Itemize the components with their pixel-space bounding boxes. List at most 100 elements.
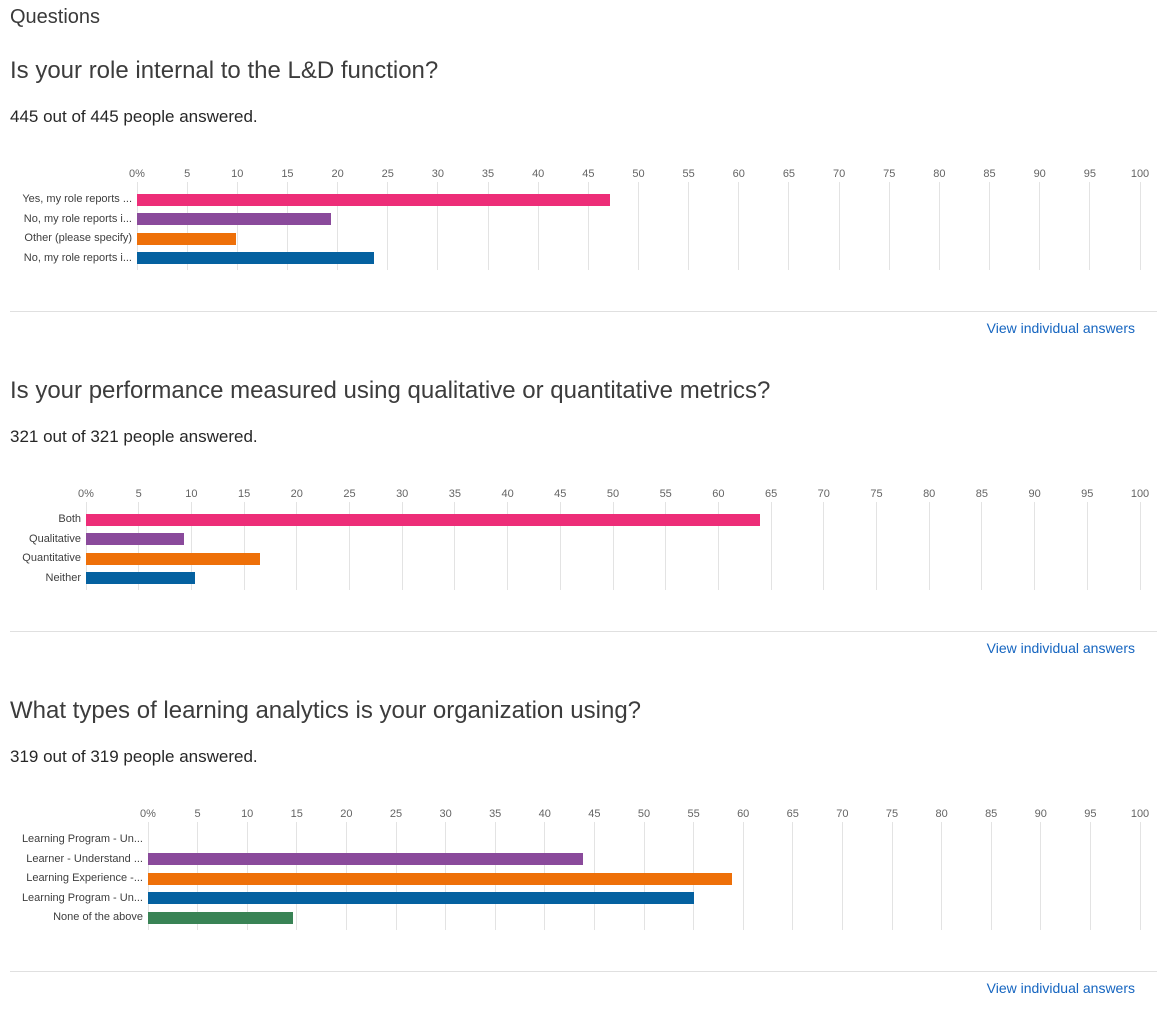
bar-row — [148, 908, 1140, 928]
question-title: Is your performance measured using quali… — [10, 377, 771, 404]
plot-grid — [85, 502, 1141, 590]
gridline — [717, 502, 719, 590]
gridline — [838, 182, 840, 270]
category-label: Learner - Understand ... — [26, 852, 143, 865]
x-axis-tick-label: 25 — [389, 808, 403, 820]
bar — [148, 892, 694, 905]
x-axis-tick-label: 80 — [933, 168, 946, 180]
link-row: View individual answers — [10, 632, 1157, 658]
x-axis-tick-label: 5 — [135, 488, 142, 500]
gridline — [1139, 822, 1141, 930]
gridline — [401, 502, 403, 590]
question-section-1: Is your role internal to the L&D functio… — [10, 56, 1157, 338]
plot-area: 0% 5 10 15 20 25 30 35 40 45 50 55 60 65 70 75 80 85 90 95 1… — [78, 488, 1149, 590]
link-row: View individual answers — [10, 972, 1157, 998]
gridline — [990, 822, 992, 930]
plot-area: 0% 5 10 15 20 25 30 35 40 45 50 55 60 65 70 75 80 85 90 95 1… — [129, 168, 1149, 270]
x-axis-tick-label: 35 — [481, 168, 495, 180]
x-axis-tick-label: 95 — [1083, 168, 1096, 180]
gridline — [349, 502, 350, 590]
bar-row — [86, 569, 1140, 589]
x-axis-tick-label: 55 — [682, 168, 695, 180]
plot-area: 0% 5 10 15 20 25 30 35 40 45 50 55 60 65 70 75 80 85 90 95 1… — [140, 808, 1149, 930]
x-axis-tick-label: 10 — [231, 168, 244, 180]
category-labels: Yes, my role reports ... No, my role repo… — [10, 168, 137, 270]
answered-count: 321 out of 321 people answered. — [10, 427, 258, 446]
section-divider — [10, 631, 1157, 632]
x-axis-tick-label: 25 — [343, 488, 356, 500]
gridline — [738, 182, 740, 270]
x-axis-tick-label: 35 — [489, 808, 502, 820]
gridline — [841, 822, 843, 930]
bar — [148, 853, 584, 866]
section-divider — [10, 970, 1157, 972]
x-axis-tick-label: 95 — [1084, 808, 1097, 820]
category-label: Other (please specify) — [24, 232, 132, 244]
bar-row — [148, 850, 1140, 870]
x-axis-tick-label: 90 — [1033, 168, 1046, 180]
x-axis-tick-label: 5 — [184, 168, 191, 180]
x-axis-tick-label: 75 — [885, 808, 899, 820]
bar — [137, 252, 374, 265]
bar-row — [86, 530, 1140, 550]
x-axis-tick-label: 25 — [381, 168, 394, 180]
question-section-2: Is your performance measured using quali… — [10, 376, 1157, 658]
answered-count: 319 out of 319 people answered. — [10, 747, 258, 766]
x-axis-tick-label: 45 — [588, 808, 601, 820]
gridline — [638, 182, 639, 270]
category-label: None of the above — [53, 911, 143, 923]
category-label: Yes, my role reports ... — [22, 193, 132, 205]
bar-row — [148, 889, 1140, 909]
x-axis-tick-label: 70 — [836, 808, 849, 820]
bar-chart: Both Qualitative Quantitative Neither 0% 5 10 1… — [10, 488, 1149, 590]
gridline — [1039, 182, 1041, 270]
x-axis-tick-label: 65 — [786, 808, 799, 820]
x-axis-tick-label: 60 — [732, 168, 745, 180]
x-axis-tick-label: 75 — [883, 168, 896, 180]
bar — [86, 572, 195, 585]
view-individual-answers-link[interactable]: View individual answers — [986, 320, 1135, 336]
gridline — [487, 182, 489, 270]
gridline — [243, 502, 245, 590]
gridline — [387, 182, 389, 270]
gridline — [1040, 822, 1042, 930]
gridline — [938, 182, 940, 270]
bar-chart: Yes, my role reports ... No, my role repo… — [10, 168, 1149, 270]
bar — [86, 533, 185, 546]
x-axis-tick-label: 90 — [1028, 488, 1041, 500]
x-axis-tick-label: 70 — [817, 488, 830, 500]
x-axis-tick-label: 30 — [431, 168, 445, 180]
bar — [148, 872, 733, 885]
x-axis-tick-label: 30 — [396, 488, 409, 500]
bar — [137, 193, 611, 206]
bar — [148, 911, 293, 924]
gridline — [1086, 502, 1088, 590]
x-axis-tick-label: 65 — [764, 488, 778, 500]
view-individual-answers-link[interactable]: View individual answers — [986, 979, 1135, 996]
gridline — [1089, 182, 1091, 270]
gridline — [788, 182, 790, 270]
x-axis-tick-label: 85 — [985, 808, 998, 820]
x-axis-tick-label: 100 — [1130, 168, 1150, 180]
gridline — [138, 502, 140, 590]
gridline — [507, 502, 509, 590]
bar-chart: Learning Program - Un... Learner - Unders… — [10, 808, 1149, 930]
bar — [137, 213, 331, 226]
x-axis-tick-label: 60 — [737, 808, 750, 820]
x-axis-tick-label: 35 — [448, 488, 462, 500]
gridline — [792, 822, 794, 930]
gridline — [665, 502, 667, 590]
x-axis-tick-label: 0% — [129, 168, 145, 180]
gridline — [941, 822, 943, 930]
x-axis-tick-label: 45 — [554, 488, 567, 500]
gridline — [688, 182, 690, 270]
x-axis-tick-label: 40 — [538, 808, 551, 820]
x-axis-tick-label: 45 — [582, 168, 595, 180]
gridline — [186, 182, 188, 270]
category-label: Learning Program - Un... — [21, 891, 143, 904]
x-axis-tick-label: 40 — [501, 488, 514, 500]
gridline — [286, 182, 288, 270]
x-axis-tick-label: 20 — [340, 808, 353, 820]
gridline — [1139, 502, 1141, 590]
view-individual-answers-link[interactable]: View individual answers — [986, 640, 1135, 656]
